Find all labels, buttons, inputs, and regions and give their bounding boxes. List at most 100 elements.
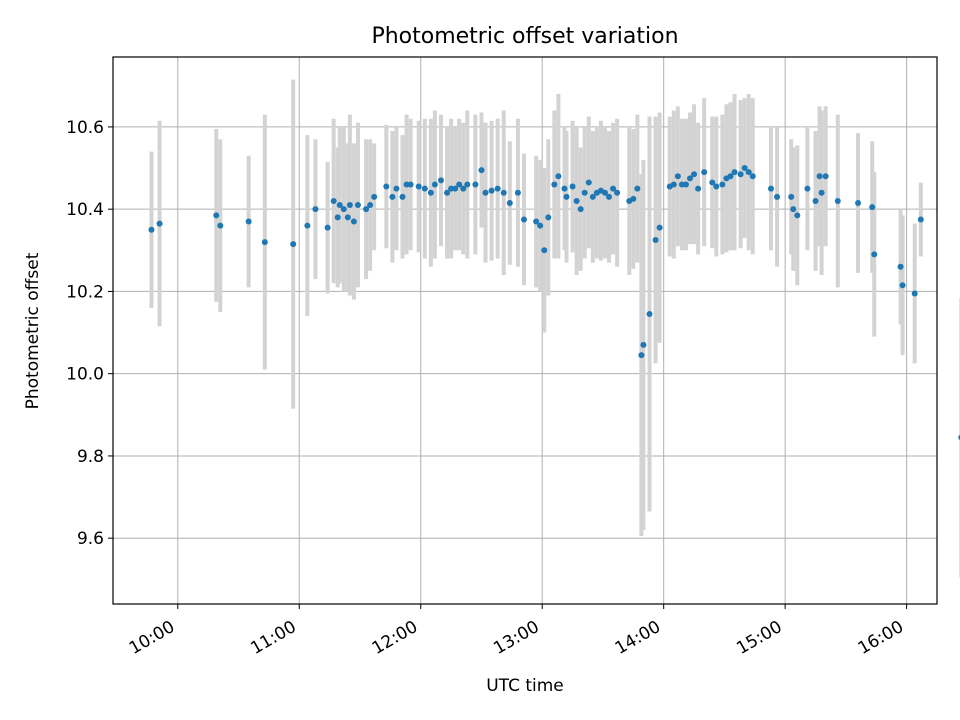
data-point [634, 185, 641, 192]
data-point [731, 169, 738, 176]
data-point [545, 214, 552, 221]
data-point [354, 202, 361, 209]
x-tick-label: 15:00 [733, 617, 785, 659]
data-point [551, 181, 558, 188]
data-point [687, 175, 694, 182]
data-point [541, 247, 548, 254]
plot-frame [112, 56, 938, 605]
data-point [363, 206, 370, 213]
data-point [745, 169, 752, 176]
data-point [520, 216, 527, 223]
data-point [790, 206, 797, 213]
data-point [213, 212, 220, 219]
data-point [148, 226, 155, 233]
data-point [340, 206, 347, 213]
data-point [393, 185, 400, 192]
data-point [324, 224, 331, 231]
x-tick-label: 13:00 [490, 617, 542, 659]
data-point [899, 282, 906, 289]
data-point [691, 171, 698, 178]
data-point [464, 181, 471, 188]
data-point [478, 167, 485, 174]
data-point [812, 197, 819, 204]
data-point [682, 181, 689, 188]
data-point [917, 216, 924, 223]
data-point [290, 241, 297, 248]
data-point [614, 189, 621, 196]
data-point [555, 173, 562, 180]
data-point [330, 197, 337, 204]
data-point [399, 193, 406, 200]
data-point [427, 189, 434, 196]
chart-title: Photometric offset variation [371, 24, 678, 49]
data-point [304, 222, 311, 229]
data-point [431, 181, 438, 188]
data-point [774, 193, 781, 200]
data-point [334, 214, 341, 221]
x-tick-label: 16:00 [855, 617, 907, 659]
data-points [148, 165, 960, 441]
data-point [656, 224, 663, 231]
data-point [452, 185, 459, 192]
data-point [695, 185, 702, 192]
x-tick-label: 14:00 [612, 617, 664, 659]
data-point [713, 183, 720, 190]
data-point [871, 251, 878, 258]
data-point [674, 173, 681, 180]
data-point [415, 183, 422, 190]
data-point [749, 173, 756, 180]
data-point [533, 218, 540, 225]
data-point [350, 218, 357, 225]
data-point [312, 206, 319, 213]
x-axis-ticks: 10:00 11:00 12:00 13:00 14:00 15:00 16:00 [126, 604, 908, 659]
data-point [911, 290, 918, 297]
data-point [818, 189, 825, 196]
data-point [488, 187, 495, 194]
data-point [727, 173, 734, 180]
data-point [719, 181, 726, 188]
data-point [389, 193, 396, 200]
data-point [788, 193, 795, 200]
data-point [581, 189, 588, 196]
y-tick-label: 9.6 [77, 529, 104, 549]
data-point [741, 165, 748, 172]
x-tick-label: 12:00 [369, 617, 421, 659]
error-bars [149, 79, 960, 578]
data-point [569, 183, 576, 190]
data-point [245, 218, 252, 225]
data-point [563, 193, 570, 200]
data-point [156, 220, 163, 227]
data-point [421, 185, 428, 192]
data-point [472, 181, 479, 188]
data-point [561, 185, 568, 192]
data-point [514, 189, 521, 196]
data-point [709, 179, 716, 186]
data-point [897, 263, 904, 270]
data-point [834, 197, 841, 204]
data-point [701, 169, 708, 176]
data-point [640, 341, 647, 348]
data-point [367, 202, 374, 209]
data-point [383, 183, 390, 190]
y-tick-label: 10.0 [66, 365, 104, 385]
data-point [573, 197, 580, 204]
data-point [217, 222, 224, 229]
data-point [606, 193, 613, 200]
data-point [261, 239, 268, 246]
y-axis-label: Photometric offset [23, 252, 43, 409]
data-point [630, 195, 637, 202]
data-point [506, 200, 513, 207]
data-point [794, 212, 801, 219]
data-point [500, 189, 507, 196]
data-point [346, 202, 353, 209]
data-point [494, 185, 501, 192]
y-tick-label: 9.8 [77, 447, 104, 467]
y-axis-ticks: 9.6 9.8 10.0 10.2 10.4 10.6 [66, 118, 113, 549]
x-gridlines [177, 57, 908, 604]
data-point [482, 189, 489, 196]
data-point [577, 206, 584, 213]
data-point [646, 311, 653, 318]
data-point [652, 237, 659, 244]
data-point [855, 200, 862, 207]
